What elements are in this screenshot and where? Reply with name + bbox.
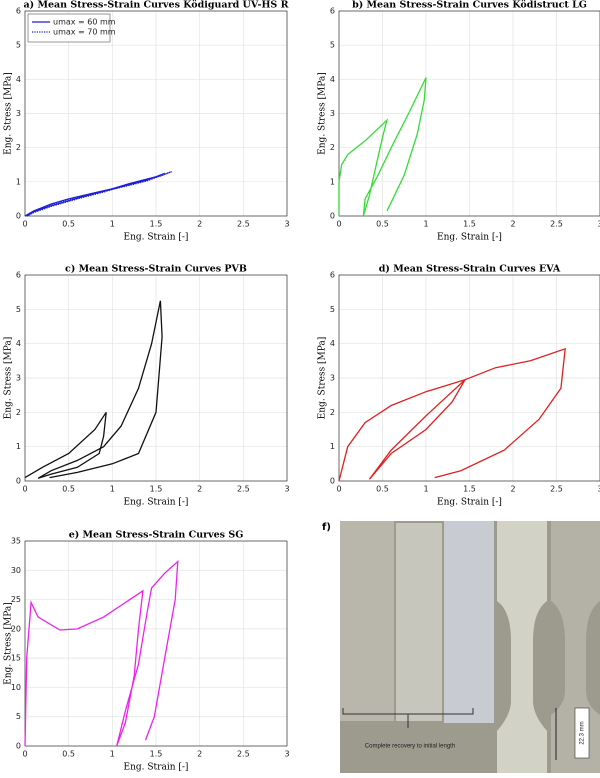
specimen	[396, 523, 442, 721]
y-tick-label: 5	[16, 41, 21, 50]
x-tick-label: 1	[110, 220, 115, 229]
y-tick-label: 5	[330, 41, 335, 50]
x-tick-label: 3	[284, 750, 289, 759]
x-axis-label: Eng. Strain [-]	[124, 233, 189, 243]
chart-title: b) Mean Stress-Strain Curves Ködistruct …	[352, 0, 587, 11]
y-tick-label: 5	[16, 305, 21, 314]
y-tick-label: 6	[330, 7, 335, 16]
chart-title: d) Mean Stress-Strain Curves EVA	[379, 264, 561, 275]
y-tick-label: 5	[16, 712, 21, 721]
y-tick-label: 3	[330, 374, 335, 383]
y-tick-label: 3	[16, 109, 21, 118]
x-tick-label: 0	[22, 750, 27, 759]
x-tick-label: 1	[110, 485, 115, 494]
x-axis-label: Eng. Strain [-]	[124, 763, 189, 773]
y-tick-label: 4	[16, 339, 21, 348]
x-tick-label: 1	[423, 485, 428, 494]
x-tick-label: 1	[423, 220, 428, 229]
x-tick-label: 1	[110, 750, 115, 759]
chart-title: e) Mean Stress-Strain Curves SG	[69, 530, 244, 541]
y-tick-label: 6	[16, 271, 21, 280]
y-axis-label: Eng. Stress [MPa]	[4, 337, 14, 420]
legend-label: umax = 70 mm	[53, 28, 116, 37]
y-tick-label: 0	[16, 477, 21, 486]
x-tick-label: 0.5	[62, 220, 75, 229]
y-tick-label: 2	[330, 408, 335, 417]
y-axis-label: Eng. Stress [MPa]	[4, 72, 14, 155]
x-tick-label: 1.5	[463, 220, 476, 229]
y-tick-label: 35	[11, 537, 21, 546]
y-tick-label: 1	[330, 442, 335, 451]
x-tick-label: 0	[22, 485, 27, 494]
y-tick-label: 2	[16, 143, 21, 152]
x-tick-label: 0.5	[376, 220, 389, 229]
x-tick-label: 2	[510, 220, 515, 229]
x-tick-label: 2	[197, 750, 202, 759]
y-tick-label: 1	[16, 177, 21, 186]
chart-title: c) Mean Stress-Strain Curves PVB	[65, 264, 247, 275]
y-tick-label: 5	[330, 305, 335, 314]
chart-title: a) Mean Stress-Strain Curves Ködiguard U…	[24, 0, 289, 11]
y-tick-label: 2	[330, 143, 335, 152]
x-tick-label: 0	[336, 220, 341, 229]
x-tick-label: 2.5	[237, 220, 250, 229]
y-tick-label: 30	[11, 566, 21, 575]
x-tick-label: 1.5	[150, 750, 163, 759]
x-tick-label: 1.5	[150, 485, 163, 494]
x-tick-label: 2	[197, 485, 202, 494]
chart: 0 0.5 1 1.5 2 2.5 3 0 1 2 3 4 5 6a) Mean Stress-Strai…	[4, 0, 290, 243]
x-axis-label: Eng. Strain [-]	[437, 498, 502, 508]
x-tick-label: 2.5	[550, 220, 563, 229]
panel-label: f)	[322, 522, 331, 533]
y-tick-label: 1	[16, 442, 21, 451]
y-tick-label: 4	[16, 75, 21, 84]
x-tick-label: 2.5	[237, 750, 250, 759]
y-axis-label: Eng. Stress [MPa]	[4, 602, 14, 685]
x-tick-label: 1.5	[463, 485, 476, 494]
y-tick-label: 6	[16, 7, 21, 16]
y-tick-label: 0	[16, 742, 21, 751]
x-axis-label: Eng. Strain [-]	[124, 498, 189, 508]
chart: 00.511.522.530123456d) Mean Stress-Strai…	[318, 264, 600, 508]
x-tick-label: 2.5	[550, 485, 563, 494]
y-tick-label: 0	[330, 477, 335, 486]
y-tick-label: 4	[330, 339, 335, 348]
x-tick-label: 2	[510, 485, 515, 494]
specimen	[444, 521, 494, 723]
y-tick-label: 0	[16, 212, 21, 221]
legend-label: umax = 60 mm	[53, 18, 116, 27]
photo-panel: 22.3 mm f) Complete recovery to initial …	[322, 521, 600, 773]
x-axis-label: Eng. Strain [-]	[437, 233, 502, 243]
y-axis-label: Eng. Stress [MPa]	[318, 337, 328, 420]
x-tick-label: 3	[284, 220, 289, 229]
x-tick-label: 3	[284, 485, 289, 494]
chart: 0 0.5 1 1.5 2 2.5 3 0 1 2 3 4 5 6 c) Mean Stress-Strai…	[4, 264, 290, 508]
y-tick-label: 6	[330, 271, 335, 280]
y-tick-label: 0	[330, 212, 335, 221]
y-axis-label: Eng. Stress [MPa]	[318, 72, 328, 155]
y-tick-label: 2	[16, 408, 21, 417]
y-tick-label: 4	[330, 75, 335, 84]
x-tick-label: 0.5	[62, 750, 75, 759]
caption: Complete recovery to initial length	[365, 744, 455, 750]
y-tick-label: 3	[330, 109, 335, 118]
x-tick-label: 0.5	[376, 485, 389, 494]
chart: 00.511.522.530123456b) Mean Stress-Strai…	[318, 0, 600, 243]
x-tick-label: 0	[22, 220, 27, 229]
y-tick-label: 3	[16, 374, 21, 383]
x-tick-label: 0.5	[62, 485, 75, 494]
x-tick-label: 2.5	[237, 485, 250, 494]
x-tick-label: 2	[197, 220, 202, 229]
x-tick-label: 0	[336, 485, 341, 494]
y-tick-label: 1	[330, 177, 335, 186]
dimension-label: 22.3 mm	[580, 721, 586, 744]
specimen	[340, 521, 394, 721]
x-tick-label: 1.5	[150, 220, 163, 229]
